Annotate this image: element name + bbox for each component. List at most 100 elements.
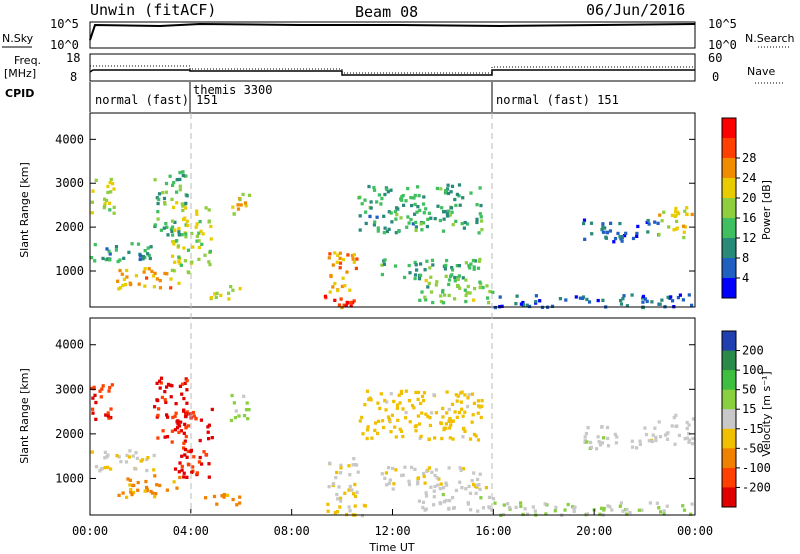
velocity-echo-cell [478, 487, 482, 491]
velocity-echo-cell [106, 465, 110, 469]
velocity-echo-cell [145, 485, 149, 490]
velocity-echo-cell [410, 403, 415, 408]
velocity-echo-cell [336, 497, 340, 501]
velocity-echo-cell [145, 457, 149, 462]
velocity-echo-cell [444, 498, 448, 503]
power-echo-cell [469, 262, 473, 266]
velocity-echo-cell [631, 445, 635, 449]
velocity-echo-cell [117, 455, 121, 459]
power-echo-cell [387, 227, 391, 231]
velocity-xticks: 00:00 04:00 08:00 12:00 16:00 20:00 00:00 [72, 509, 713, 538]
power-echo-cell [465, 222, 470, 226]
velocity-echo-cell [545, 503, 549, 507]
velocity-echo-cell [572, 509, 576, 513]
velocity-echo-cell [243, 414, 247, 418]
power-echoes [90, 170, 694, 310]
power-echo-cell [472, 265, 476, 269]
velocity-echo-cell [447, 407, 451, 412]
power-echo-cell [413, 260, 417, 265]
velocity-echo-cell [608, 505, 612, 509]
velocity-echo-cell [339, 471, 343, 475]
power-echo-cell [163, 202, 167, 206]
xtick-label: 00:00 [72, 524, 108, 538]
power-echo-cell [456, 277, 460, 281]
power-echo-cell [118, 286, 123, 290]
velocity-echo-cell [328, 461, 332, 465]
power-echo-cell [447, 278, 452, 282]
power-echo-cell [534, 300, 538, 304]
power-echo-cell [596, 298, 600, 303]
freq-panel [89, 53, 696, 82]
power-echo-cell [635, 234, 639, 238]
colorbar-swatch [722, 238, 736, 259]
velocity-echo-cell [238, 495, 242, 499]
power-echo-cell [107, 201, 112, 205]
power-echo-cell [656, 221, 660, 225]
power-echo-cell [674, 206, 678, 211]
velocity-echo-cell [691, 417, 695, 421]
velocity-echo-cell [183, 453, 187, 457]
velocity-echo-cell [434, 468, 438, 472]
power-echo-cell [180, 202, 184, 206]
power-echo-cell [181, 208, 185, 213]
power-echo-cell [171, 240, 175, 244]
velocity-echo-cell [159, 376, 164, 380]
velocity-echo-cell [335, 470, 339, 475]
velocity-echo-cell [207, 475, 211, 479]
power-echo-cell [498, 295, 502, 299]
velocity-echo-cell [370, 436, 374, 440]
velocity-echo-cell [514, 505, 518, 509]
colorbar-swatch [722, 331, 736, 352]
velocity-echo-cell [605, 425, 610, 430]
power-echo-cell [367, 184, 371, 189]
velocity-echo-cell [153, 495, 157, 499]
power-echo-cell [438, 218, 442, 223]
power-echo-cell [156, 201, 160, 206]
power-echo-cell [424, 298, 428, 302]
power-echo-cell [479, 215, 483, 219]
power-echo-cell [150, 269, 154, 274]
velocity-echo-cell [376, 401, 380, 405]
power-echo-cell [351, 257, 355, 261]
power-echo-cell [162, 196, 167, 201]
velocity-echo-cell [690, 442, 694, 446]
velocity-echo-cell [613, 432, 617, 437]
velocity-echo-cell [681, 504, 685, 508]
velocity-echo-cell [407, 399, 412, 403]
power-echo-cell [414, 225, 418, 229]
power-echo-cell [478, 257, 482, 262]
velocity-echo-cell [107, 416, 111, 420]
power-echo-cell [455, 264, 459, 268]
power-echo-cell [464, 261, 468, 265]
velocity-echo-cell [355, 490, 359, 494]
power-echo-cell [581, 296, 585, 300]
power-echo-cell [195, 212, 199, 216]
velocity-echo-cell [615, 435, 619, 439]
velocity-echo-cell [421, 505, 425, 510]
velocity-echo-cell [338, 496, 343, 500]
colorbar-swatch [722, 467, 736, 488]
power-echo-cell [641, 305, 645, 310]
velocity-echo-cell [339, 466, 343, 470]
power-echo-cell [479, 282, 483, 286]
velocity-echo-cell [463, 429, 467, 433]
velocity-echo-cell [457, 410, 461, 415]
velocity-echo-cell [429, 485, 433, 489]
power-echo-cell [472, 298, 476, 302]
velocity-echo-cell [339, 499, 343, 503]
power-echo-cell [380, 263, 384, 267]
velocity-echo-cell [416, 397, 420, 401]
power-echo-cell [485, 284, 489, 288]
velocity-echo-cell [237, 414, 241, 418]
power-echo-cell [112, 211, 116, 215]
velocity-echo-cell [130, 492, 134, 497]
velocity-echo-cell [487, 495, 492, 500]
velocity-echo-cell [462, 426, 466, 430]
velocity-echo-cell [192, 414, 196, 418]
velocity-echo-cell [467, 393, 471, 397]
velocity-echo-cell [363, 403, 367, 407]
velocity-echo-cell [600, 425, 604, 429]
power-echo-cell [426, 217, 430, 221]
colorbar-swatch [722, 448, 736, 469]
power-echo-cell [416, 185, 420, 189]
